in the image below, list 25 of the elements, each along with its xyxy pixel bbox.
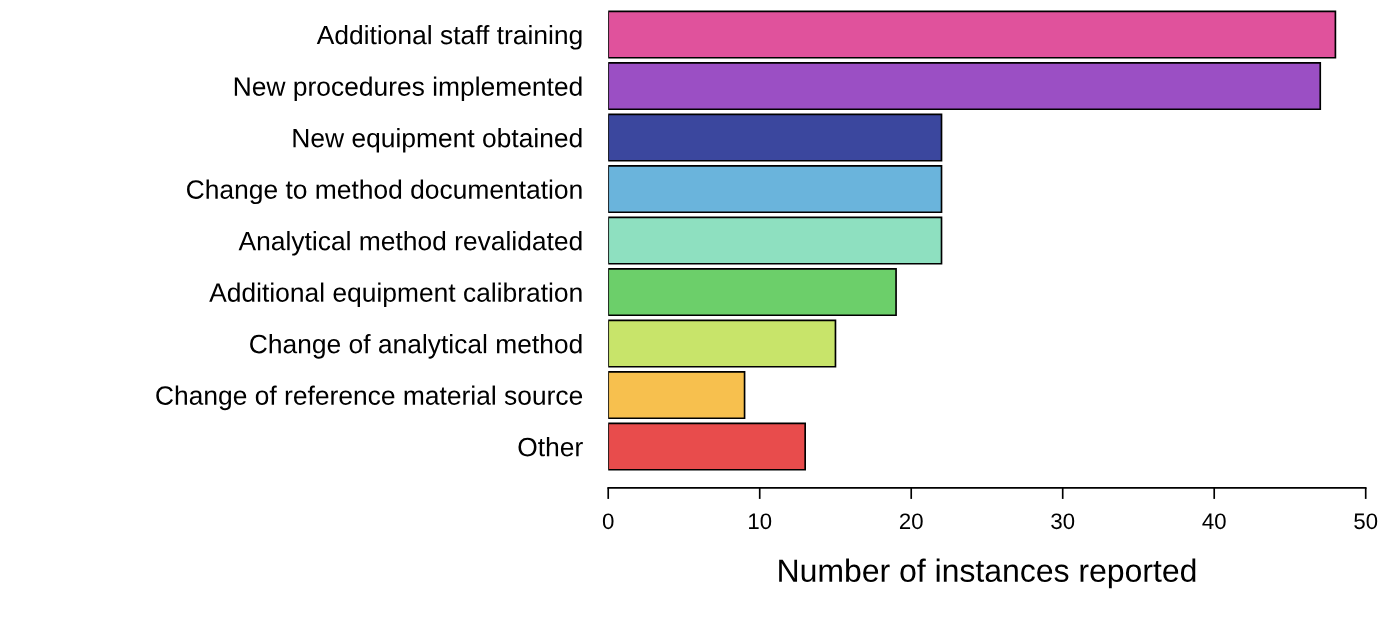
x-tick-label: 20 — [899, 513, 923, 530]
bar — [608, 319, 837, 368]
y-tick-label: Change to method documentation — [187, 179, 582, 205]
x-tick-label: 0 — [602, 513, 614, 530]
y-tick-label: Additional equipment calibration — [209, 282, 582, 308]
x-tick-label: 30 — [1051, 513, 1075, 530]
bar — [608, 422, 807, 471]
y-tick-label: Change of analytical method — [250, 334, 582, 359]
bar — [608, 165, 943, 214]
y-tick-label: Change of reference material source — [156, 385, 583, 411]
y-tick-label: New equipment obtained — [293, 128, 582, 153]
y-tick-label: New procedures implemented — [234, 76, 582, 102]
y-tick-label: Additional staff training — [316, 25, 582, 50]
x-tick-label: 50 — [1354, 513, 1378, 530]
bar — [608, 371, 746, 420]
bar — [608, 62, 1322, 111]
bar — [608, 113, 943, 162]
y-tick-label: Other — [518, 437, 583, 457]
x-axis-title: Number of instances reported — [779, 558, 1196, 589]
bar — [608, 216, 943, 265]
bar — [608, 10, 1337, 59]
y-tick-label: Analytical method revalidated — [238, 231, 582, 256]
x-tick-label: 10 — [749, 513, 772, 530]
bar — [608, 268, 897, 317]
x-tick-label: 40 — [1202, 513, 1226, 530]
